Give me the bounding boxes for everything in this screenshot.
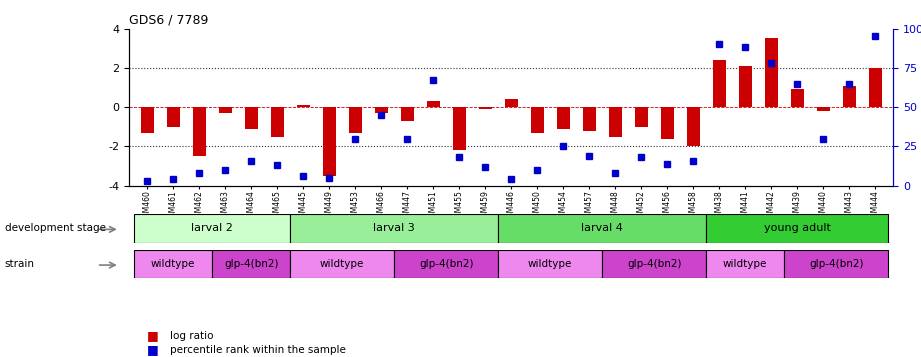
Bar	[764, 39, 777, 107]
FancyBboxPatch shape	[706, 250, 784, 278]
Bar	[583, 107, 596, 131]
Bar	[687, 107, 700, 146]
Text: glp-4(bn2): glp-4(bn2)	[809, 259, 863, 269]
FancyBboxPatch shape	[498, 214, 706, 243]
Text: development stage: development stage	[5, 223, 106, 233]
Text: percentile rank within the sample: percentile rank within the sample	[170, 345, 346, 355]
Text: GDS6 / 7789: GDS6 / 7789	[129, 13, 208, 26]
Bar	[375, 107, 388, 113]
FancyBboxPatch shape	[706, 214, 888, 243]
FancyBboxPatch shape	[498, 250, 602, 278]
Bar	[479, 107, 492, 109]
Bar	[505, 99, 518, 107]
FancyBboxPatch shape	[394, 250, 498, 278]
Text: larval 2: larval 2	[192, 223, 233, 233]
Bar	[660, 107, 673, 139]
Text: wildtype: wildtype	[723, 259, 767, 269]
Text: wildtype: wildtype	[320, 259, 365, 269]
Bar	[297, 105, 309, 107]
Bar	[530, 107, 543, 133]
Bar	[843, 86, 856, 107]
FancyBboxPatch shape	[784, 250, 888, 278]
Bar	[271, 107, 284, 137]
Bar	[322, 107, 335, 176]
Bar	[245, 107, 258, 129]
Text: glp-4(bn2): glp-4(bn2)	[419, 259, 473, 269]
Bar	[817, 107, 830, 111]
Bar	[218, 107, 232, 113]
Bar	[635, 107, 647, 127]
Text: log ratio: log ratio	[170, 331, 214, 341]
FancyBboxPatch shape	[290, 214, 498, 243]
Bar	[141, 107, 154, 133]
Text: glp-4(bn2): glp-4(bn2)	[627, 259, 682, 269]
Text: young adult: young adult	[764, 223, 831, 233]
Text: larval 4: larval 4	[581, 223, 624, 233]
Text: wildtype: wildtype	[151, 259, 195, 269]
Bar	[452, 107, 466, 150]
Bar	[349, 107, 362, 133]
Text: strain: strain	[5, 259, 35, 269]
Bar	[739, 66, 752, 107]
Text: ■: ■	[147, 329, 159, 342]
FancyBboxPatch shape	[134, 214, 290, 243]
Text: glp-4(bn2): glp-4(bn2)	[224, 259, 278, 269]
Bar	[167, 107, 180, 127]
FancyBboxPatch shape	[290, 250, 394, 278]
Bar	[713, 60, 726, 107]
Bar	[869, 68, 881, 107]
Bar	[790, 90, 804, 107]
Bar	[609, 107, 622, 137]
Bar	[192, 107, 205, 156]
FancyBboxPatch shape	[602, 250, 706, 278]
Text: ■: ■	[147, 343, 159, 356]
Bar	[556, 107, 570, 129]
FancyBboxPatch shape	[212, 250, 290, 278]
Bar	[426, 101, 439, 107]
Text: wildtype: wildtype	[528, 259, 572, 269]
Text: larval 3: larval 3	[373, 223, 415, 233]
Bar	[401, 107, 414, 121]
FancyBboxPatch shape	[134, 250, 212, 278]
